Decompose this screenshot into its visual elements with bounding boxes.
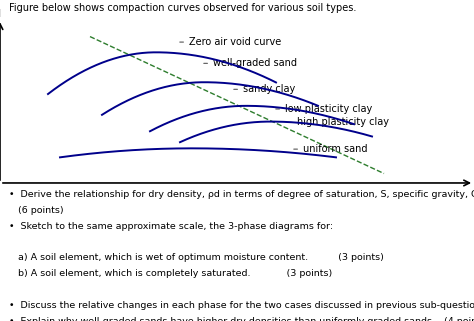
Text: Figure below shows compaction curves observed for various soil types.: Figure below shows compaction curves obs… [9, 3, 357, 13]
Text: •  Discuss the relative changes in each phase for the two cases discussed in pre: • Discuss the relative changes in each p… [9, 301, 474, 310]
Text: sandy clay: sandy clay [234, 84, 295, 94]
Text: well-graded sand: well-graded sand [204, 58, 297, 68]
Text: Zero air void curve: Zero air void curve [180, 37, 281, 47]
Text: low plasticity clay: low plasticity clay [276, 104, 372, 114]
Text: •  Derive the relationship for dry density, ρd in terms of degree of saturation,: • Derive the relationship for dry densit… [9, 190, 474, 199]
Text: a) A soil element, which is wet of optimum moisture content.          (3 points): a) A soil element, which is wet of optim… [9, 253, 384, 262]
Text: high plasticity clay: high plasticity clay [288, 117, 389, 127]
Text: ρd: ρd [0, 9, 1, 19]
Text: (6 points): (6 points) [9, 206, 64, 215]
Text: uniform sand: uniform sand [294, 144, 367, 154]
Text: •  Sketch to the same approximate scale, the 3-phase diagrams for:: • Sketch to the same approximate scale, … [9, 221, 334, 230]
Text: •  Explain why well-graded sands have higher dry densities than uniformly graded: • Explain why well-graded sands have hig… [9, 317, 474, 321]
Text: b) A soil element, which is completely saturated.            (3 points): b) A soil element, which is completely s… [9, 269, 333, 278]
